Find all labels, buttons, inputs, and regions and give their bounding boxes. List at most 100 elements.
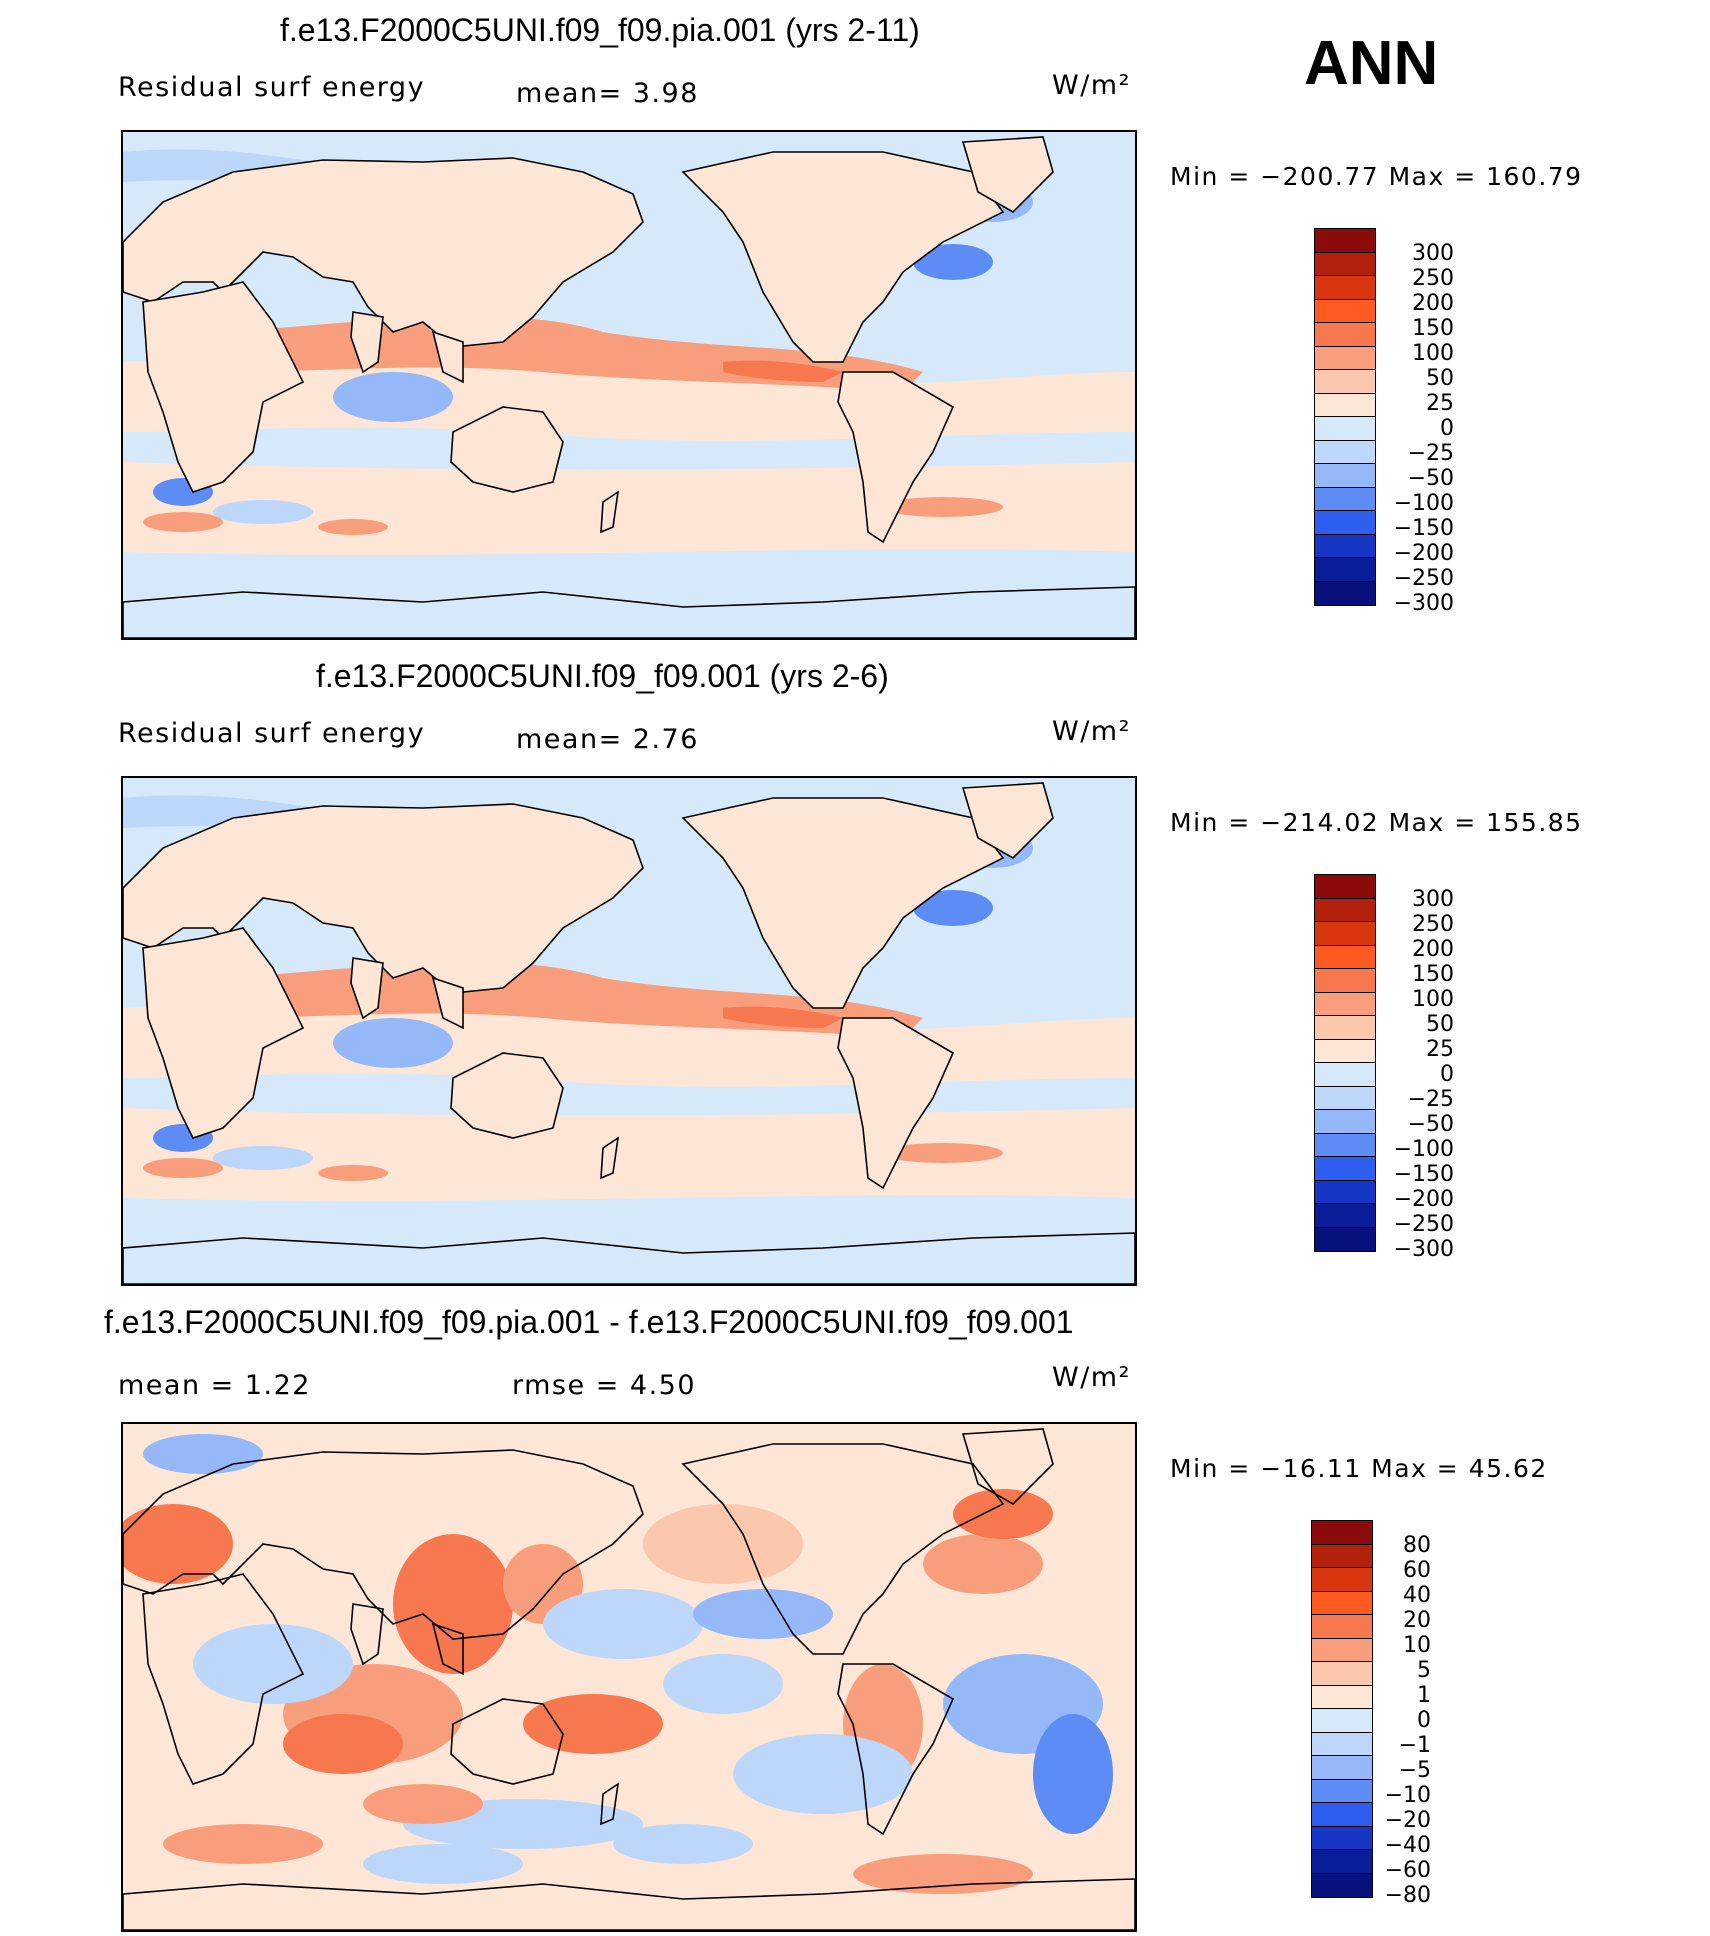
colorbar-swatch — [1315, 370, 1375, 394]
coastline-australia — [450, 406, 564, 493]
coastline-greenland — [961, 136, 1054, 213]
colorbar-tick-label: 250 — [1412, 266, 1454, 291]
panel-1-colorbar — [1314, 228, 1376, 606]
colorbar-tick-label: 25 — [1426, 391, 1454, 416]
colorbar-swatch — [1315, 558, 1375, 582]
colorbar-swatch — [1312, 1544, 1372, 1568]
colorbar-swatch — [1315, 393, 1375, 417]
colorbar-tick-label: −150 — [1393, 1162, 1454, 1187]
panel-2-units: W/m² — [1052, 716, 1131, 747]
colorbar-swatch — [1315, 992, 1375, 1016]
colorbar-tick-label: −25 — [1407, 1087, 1454, 1112]
panel-1-variable-label: Residual surf energy — [118, 72, 426, 103]
colorbar-swatch — [1312, 1638, 1372, 1662]
colorbar-swatch — [1315, 1180, 1375, 1204]
coastline-seasia — [431, 1622, 464, 1676]
colorbar-tick-label: −200 — [1393, 1187, 1454, 1212]
panel-3-mean-label: mean = 1.22 — [118, 1370, 311, 1401]
panel-2-colorbar — [1314, 874, 1376, 1252]
colorbar-swatch — [1315, 1110, 1375, 1134]
colorbar-tick-label: −300 — [1393, 591, 1454, 616]
colorbar-swatch — [1315, 511, 1375, 535]
colorbar-tick-label: −60 — [1384, 1858, 1431, 1883]
colorbar-tick-label: 80 — [1403, 1533, 1431, 1558]
coastline-africa — [142, 1573, 305, 1785]
colorbar-swatch — [1315, 1086, 1375, 1110]
colorbar-tick-label: 0 — [1440, 416, 1454, 441]
colorbar-swatch — [1315, 898, 1375, 922]
colorbar-tick-label: 200 — [1412, 291, 1454, 316]
panel-3-units: W/m² — [1052, 1362, 1131, 1393]
colorbar-swatch — [1312, 1521, 1372, 1545]
colorbar-swatch — [1312, 1850, 1372, 1874]
coastline-greenland — [961, 1428, 1054, 1505]
coastline-australia — [450, 1052, 564, 1139]
coastline-australia — [450, 1698, 564, 1785]
colorbar-tick-label: 100 — [1412, 987, 1454, 1012]
coastline-seasia — [431, 330, 464, 384]
colorbar-swatch — [1312, 1709, 1372, 1733]
colorbar-tick-label: 40 — [1403, 1583, 1431, 1608]
coastline-greenland — [961, 782, 1054, 859]
colorbar-swatch — [1312, 1803, 1372, 1827]
colorbar-tick-label: −25 — [1407, 441, 1454, 466]
colorbar-tick-label: 0 — [1440, 1062, 1454, 1087]
colorbar-tick-label: 5 — [1417, 1658, 1431, 1683]
panel-3-rmse-label: rmse = 4.50 — [512, 1370, 697, 1401]
colorbar-swatch — [1315, 487, 1375, 511]
coastline-india — [350, 1603, 384, 1666]
colorbar-tick-label: −5 — [1398, 1758, 1431, 1783]
panel-3-minmax: Min = −16.11 Max = 45.62 — [1170, 1454, 1548, 1483]
colorbar-tick-label: 300 — [1412, 887, 1454, 912]
colorbar-tick-label: −50 — [1407, 466, 1454, 491]
coastline-antarctica — [123, 1878, 1135, 1930]
colorbar-tick-label: −100 — [1393, 1137, 1454, 1162]
colorbar-swatch — [1315, 229, 1375, 253]
colorbar-swatch — [1312, 1568, 1372, 1592]
panel-3-title: f.e13.F2000C5UNI.f09_f09.pia.001 - f.e13… — [104, 1304, 1074, 1340]
colorbar-tick-label: 0 — [1417, 1708, 1431, 1733]
panel-2-map — [121, 776, 1137, 1286]
colorbar-swatch — [1315, 299, 1375, 323]
colorbar-tick-label: −300 — [1393, 1237, 1454, 1262]
coastline-nz — [600, 1136, 620, 1180]
colorbar-tick-label: −100 — [1393, 491, 1454, 516]
colorbar-tick-label: −250 — [1393, 566, 1454, 591]
colorbar-tick-label: −200 — [1393, 541, 1454, 566]
panel-3-colorbar — [1311, 1520, 1373, 1898]
colorbar-tick-label: −250 — [1393, 1212, 1454, 1237]
colorbar-swatch — [1315, 1016, 1375, 1040]
colorbar-swatch — [1312, 1826, 1372, 1850]
panel-3-map — [121, 1422, 1137, 1932]
colorbar-tick-label: 60 — [1403, 1558, 1431, 1583]
coastline-namerica — [681, 797, 1005, 1009]
coastline-india — [350, 957, 384, 1020]
colorbar-swatch — [1315, 581, 1375, 605]
panel-2-mean-label: mean= 2.76 — [516, 724, 699, 755]
panel-1-mean-label: mean= 3.98 — [516, 78, 699, 109]
colorbar-tick-label: −80 — [1384, 1883, 1431, 1908]
panel-1-units: W/m² — [1052, 70, 1131, 101]
colorbar-tick-label: −20 — [1384, 1808, 1431, 1833]
colorbar-swatch — [1312, 1662, 1372, 1686]
colorbar-swatch — [1312, 1615, 1372, 1639]
colorbar-swatch — [1315, 534, 1375, 558]
colorbar-tick-label: 250 — [1412, 912, 1454, 937]
colorbar-swatch — [1315, 1133, 1375, 1157]
colorbar-swatch — [1315, 1204, 1375, 1228]
coastline-seasia — [431, 976, 464, 1030]
coastline-samerica — [837, 371, 955, 544]
colorbar-swatch — [1315, 1063, 1375, 1087]
panel-1-colorbar-labels: 300 250 200 150 100 50 25 0 −25 −50 −100 −150 −200 −2… — [1374, 241, 1454, 616]
colorbar-tick-label: 150 — [1412, 962, 1454, 987]
coastline-namerica — [681, 151, 1005, 363]
colorbar-tick-label: 50 — [1426, 366, 1454, 391]
panel-1-title: f.e13.F2000C5UNI.f09_f09.pia.001 (yrs 2-… — [280, 12, 920, 48]
panel-2-variable-label: Residual surf energy — [118, 718, 426, 749]
colorbar-tick-label: 50 — [1426, 1012, 1454, 1037]
colorbar-swatch — [1315, 252, 1375, 276]
coastline-antarctica — [123, 586, 1135, 638]
colorbar-swatch — [1315, 440, 1375, 464]
colorbar-swatch — [1312, 1685, 1372, 1709]
panel-3-colorbar-labels: 80 60 40 20 10 5 1 0 −1 −5 −10 −20 −40 −60 −80 — [1351, 1533, 1431, 1908]
